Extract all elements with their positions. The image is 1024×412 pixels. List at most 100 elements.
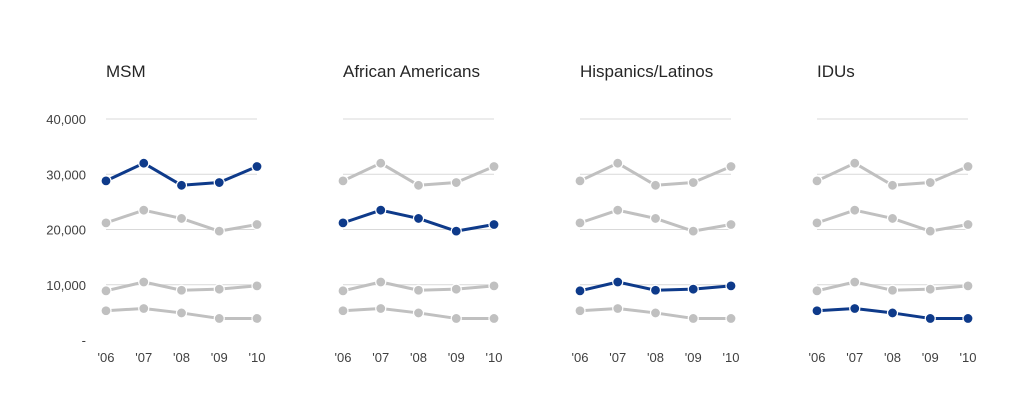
- data-point: [649, 212, 662, 225]
- x-tick-label: '10: [249, 350, 266, 365]
- data-point: [924, 312, 936, 325]
- x-tick-label: '10: [486, 350, 503, 365]
- x-tick-label: '08: [884, 350, 901, 365]
- data-point: [687, 225, 699, 237]
- x-tick-label: '06: [335, 350, 352, 365]
- data-point: [450, 176, 462, 189]
- data-point: [138, 204, 150, 216]
- y-tick-label: 10,000: [46, 278, 86, 293]
- data-point: [251, 218, 263, 231]
- data-point: [337, 305, 349, 317]
- data-point: [687, 312, 699, 325]
- x-tick-label: '07: [609, 350, 626, 365]
- data-point: [811, 175, 823, 187]
- x-tick-label: '09: [685, 350, 702, 365]
- data-point: [412, 212, 425, 225]
- data-point: [649, 179, 662, 191]
- data-point: [175, 212, 188, 225]
- data-point: [488, 312, 500, 325]
- data-point: [213, 225, 225, 237]
- data-point: [375, 302, 387, 315]
- x-tick-label: '10: [723, 350, 740, 365]
- data-point: [100, 175, 112, 187]
- data-point: [849, 276, 861, 288]
- data-point: [488, 218, 500, 231]
- data-point: [725, 280, 737, 292]
- data-point: [649, 284, 662, 296]
- data-point: [886, 284, 899, 296]
- data-point: [612, 204, 624, 216]
- data-point: [687, 283, 699, 295]
- panel-2: Hispanics/Latinos '06 '07 '08 '09 '10: [572, 62, 740, 365]
- data-point: [412, 284, 425, 296]
- data-point: [886, 212, 899, 225]
- data-point: [251, 280, 263, 292]
- x-tick-label: '06: [572, 350, 589, 365]
- y-tick-label: -: [82, 333, 86, 348]
- data-point: [450, 225, 462, 237]
- x-tick-label: '07: [372, 350, 389, 365]
- data-point: [100, 305, 112, 317]
- data-point: [213, 176, 225, 189]
- data-point: [450, 312, 462, 325]
- data-point: [886, 179, 899, 191]
- data-point: [849, 204, 861, 216]
- y-tick-label: 30,000: [46, 167, 86, 182]
- data-point: [924, 283, 936, 295]
- data-point: [375, 157, 387, 169]
- data-point: [962, 218, 974, 231]
- data-point: [962, 312, 974, 325]
- panel-3: IDUs '06 '07 '08 '09 '10: [809, 62, 977, 365]
- x-tick-label: '08: [647, 350, 664, 365]
- data-point: [100, 217, 112, 229]
- x-tick-label: '06: [98, 350, 115, 365]
- y-tick-label: 40,000: [46, 112, 86, 127]
- data-point: [649, 307, 662, 319]
- data-point: [337, 285, 349, 297]
- data-point: [687, 176, 699, 189]
- data-point: [213, 283, 225, 295]
- data-point: [886, 307, 899, 319]
- data-point: [175, 284, 188, 296]
- data-point: [251, 160, 263, 173]
- data-point: [450, 283, 462, 295]
- data-point: [412, 307, 425, 319]
- x-tick-label: '08: [173, 350, 190, 365]
- data-point: [138, 302, 150, 315]
- x-tick-label: '09: [211, 350, 228, 365]
- data-point: [213, 312, 225, 325]
- data-point: [725, 218, 737, 231]
- data-point: [175, 179, 188, 191]
- data-point: [612, 157, 624, 169]
- data-point: [962, 280, 974, 292]
- data-point: [811, 217, 823, 229]
- data-point: [574, 175, 586, 187]
- x-tick-label: '07: [135, 350, 152, 365]
- data-point: [375, 204, 387, 216]
- data-point: [849, 302, 861, 315]
- data-point: [725, 312, 737, 325]
- data-point: [337, 217, 349, 229]
- panel-title: Hispanics/Latinos: [580, 62, 713, 81]
- data-point: [924, 225, 936, 237]
- panel-title: MSM: [106, 62, 146, 81]
- data-point: [574, 285, 586, 297]
- data-point: [574, 217, 586, 229]
- data-point: [849, 157, 861, 169]
- data-point: [251, 312, 263, 325]
- data-point: [811, 285, 823, 297]
- data-point: [138, 276, 150, 288]
- data-point: [375, 276, 387, 288]
- panel-title: African Americans: [343, 62, 480, 81]
- data-point: [138, 157, 150, 169]
- panel-1: African Americans '06 '07 '08 '09 '10: [335, 62, 503, 365]
- x-tick-label: '09: [922, 350, 939, 365]
- x-tick-label: '08: [410, 350, 427, 365]
- data-point: [612, 302, 624, 315]
- x-tick-label: '10: [960, 350, 977, 365]
- data-point: [574, 305, 586, 317]
- data-point: [100, 285, 112, 297]
- data-point: [412, 179, 425, 191]
- data-point: [924, 176, 936, 189]
